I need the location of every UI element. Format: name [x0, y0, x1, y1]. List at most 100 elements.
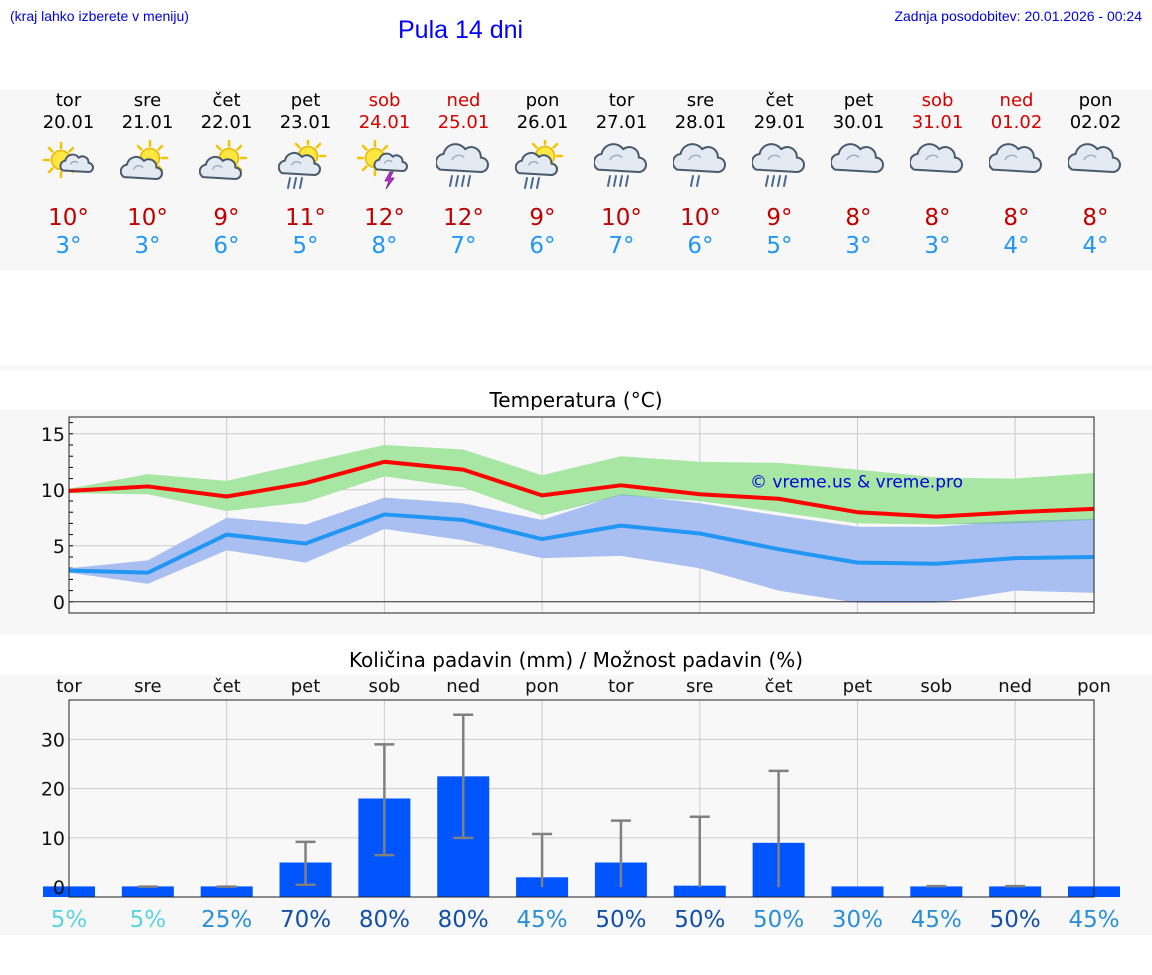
divider [0, 365, 1152, 370]
weather-icon-cell [503, 134, 582, 204]
precipitation-bar [910, 886, 963, 897]
sun-behind-cloud-icon [120, 140, 169, 180]
day-column: pon 26.01 9° 6° [503, 90, 582, 260]
error-bar [768, 769, 789, 888]
cloud-shape [120, 155, 163, 180]
cloud-icon [1068, 143, 1121, 173]
day-date: 01.02 [990, 112, 1043, 133]
day-column: ned 01.02 8° 4° [977, 90, 1056, 260]
min-temperature: 7° [450, 233, 477, 259]
watermark: © vreme.us & vreme.pro [750, 473, 963, 493]
max-temperature: 8° [924, 205, 951, 231]
category-label: sob [368, 676, 400, 697]
category-label: sob [920, 676, 952, 697]
error-bar [295, 840, 316, 886]
precipitation-probability: 50% [595, 907, 646, 933]
page-title: Pula 14 dni [398, 16, 524, 44]
day-date: 30.01 [832, 112, 885, 133]
y-tick-label: 10 [41, 828, 65, 850]
min-temperature: 4° [1003, 233, 1030, 259]
day-column: sob 24.01 12° 8° [345, 90, 424, 260]
category-label: sre [134, 676, 161, 697]
max-temperature: 12° [443, 205, 484, 231]
cloud-shape [278, 151, 321, 176]
max-temperature: 8° [1082, 205, 1109, 231]
precipitation-probability: 25% [201, 907, 252, 933]
cloud-shape [1068, 143, 1121, 173]
precipitation-probability: 80% [359, 907, 410, 933]
sun-cloud-thunder-icon [357, 140, 408, 190]
max-temperature: 9° [766, 205, 793, 231]
precipitation-bar [673, 885, 726, 897]
min-temperature: 6° [213, 233, 240, 259]
weather-icon-cell [108, 134, 187, 204]
min-temperature: 6° [687, 233, 714, 259]
min-temperature: 3° [134, 233, 161, 259]
y-tick-label: 0 [53, 592, 65, 614]
error-bar [926, 884, 947, 888]
category-label: čet [765, 676, 793, 697]
category-label: tor [56, 676, 82, 697]
day-date: 28.01 [674, 112, 727, 133]
day-date: 20.01 [42, 112, 95, 133]
precipitation-chart-title: Količina padavin (mm) / Možnost padavin … [348, 648, 804, 672]
day-name: ned [999, 90, 1034, 111]
day-name: pet [290, 90, 321, 111]
error-bar [453, 713, 474, 840]
rain-drops [690, 175, 700, 187]
grid [69, 700, 1094, 897]
weather-icon-cell [819, 134, 898, 204]
y-tick-label: 5 [53, 536, 65, 558]
precipitation-probability: 80% [438, 907, 489, 933]
min-temperature: 3° [55, 233, 82, 259]
max-temperature: 10° [680, 205, 721, 231]
error-bar [689, 815, 710, 888]
day-column: sob 31.01 8° 3° [898, 90, 977, 260]
min-temperature: 5° [766, 233, 793, 259]
y-tick-label: 0 [53, 877, 65, 899]
day-name: sre [686, 90, 715, 111]
weather-icon-cell [898, 134, 977, 204]
cloud-icon [910, 143, 963, 173]
day-name: tor [608, 90, 635, 111]
min-range-band [69, 494, 1094, 603]
day-date: 27.01 [595, 112, 648, 133]
temperature-chart: 0 5 10 15 © vreme.us & vreme.pro [41, 416, 1095, 614]
min-temperature: 7° [608, 233, 635, 259]
cloud-shape [910, 143, 963, 173]
lightning-bolt [384, 171, 395, 190]
max-temperature: 9° [213, 205, 240, 231]
max-temperature: 11° [285, 205, 326, 231]
min-temperature: 4° [1082, 233, 1109, 259]
precipitation-probability: 50% [990, 907, 1041, 933]
max-temperature: 10° [127, 205, 168, 231]
rain-drops [524, 177, 540, 189]
category-label: ned [998, 676, 1032, 697]
category-label: pet [843, 676, 873, 697]
cloud-icon [989, 143, 1042, 173]
error-bar [1005, 884, 1026, 888]
cloud-icon [831, 143, 884, 173]
cloud-shape [831, 143, 884, 173]
weather-icon-cell [187, 134, 266, 204]
day-name: pet [843, 90, 874, 111]
precipitation-bar [516, 877, 569, 897]
category-label: sre [686, 676, 713, 697]
precipitation-bar [989, 886, 1042, 897]
weather-icon-cell [661, 134, 740, 204]
day-date: 26.01 [516, 112, 569, 133]
cloud-shape [436, 143, 489, 173]
sun-cloud-rain-icon [515, 140, 564, 189]
cloud-rain-icon [436, 143, 489, 187]
category-label: tor [608, 676, 634, 697]
rain-drops [287, 177, 303, 189]
category-label: pon [525, 676, 559, 697]
day-name: sob [921, 90, 954, 111]
sun-cloud-icon [42, 141, 94, 179]
weather-icon-cell [582, 134, 661, 204]
cloud-shape [515, 151, 558, 176]
day-date: 31.01 [911, 112, 964, 133]
day-name: tor [55, 90, 82, 111]
error-bar [374, 743, 395, 857]
day-name: sob [368, 90, 401, 111]
